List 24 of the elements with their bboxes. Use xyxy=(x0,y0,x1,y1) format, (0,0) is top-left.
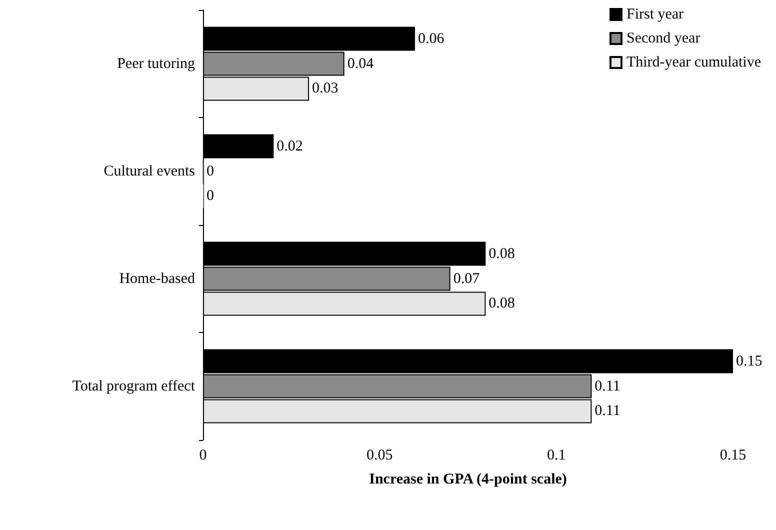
x-tick-label: 0.1 xyxy=(546,448,566,464)
data-label: 0.15 xyxy=(736,353,762,370)
y-tick-label: Home-based xyxy=(119,270,196,287)
data-label: 0 xyxy=(206,188,214,204)
y-tick-label: Peer tutoring xyxy=(117,56,196,72)
x-tick-label: 0.15 xyxy=(720,448,746,464)
data-label: 0 xyxy=(206,163,214,180)
data-label: 0.11 xyxy=(594,403,620,420)
data-label: 0.03 xyxy=(312,80,338,97)
legend-label: First year xyxy=(626,6,684,22)
y-tick-label: Cultural events xyxy=(104,163,196,180)
x-axis-title: Increase in GPA (4-point scale) xyxy=(369,472,567,488)
data-label: 0.07 xyxy=(453,270,480,287)
data-label: 0.08 xyxy=(488,296,515,312)
data-label: 0.11 xyxy=(594,378,620,394)
data-label: 0.02 xyxy=(276,138,303,154)
legend-label: Second year xyxy=(626,30,700,46)
y-tick-label: Total program effect xyxy=(72,378,196,394)
legend-label: Third-year cumulative xyxy=(626,54,762,70)
x-tick-label: 0 xyxy=(199,448,207,464)
data-label: 0.08 xyxy=(488,246,515,262)
x-tick-label: 0.05 xyxy=(366,448,393,464)
data-label: 0.04 xyxy=(347,56,374,72)
data-label: 0.06 xyxy=(418,30,445,47)
